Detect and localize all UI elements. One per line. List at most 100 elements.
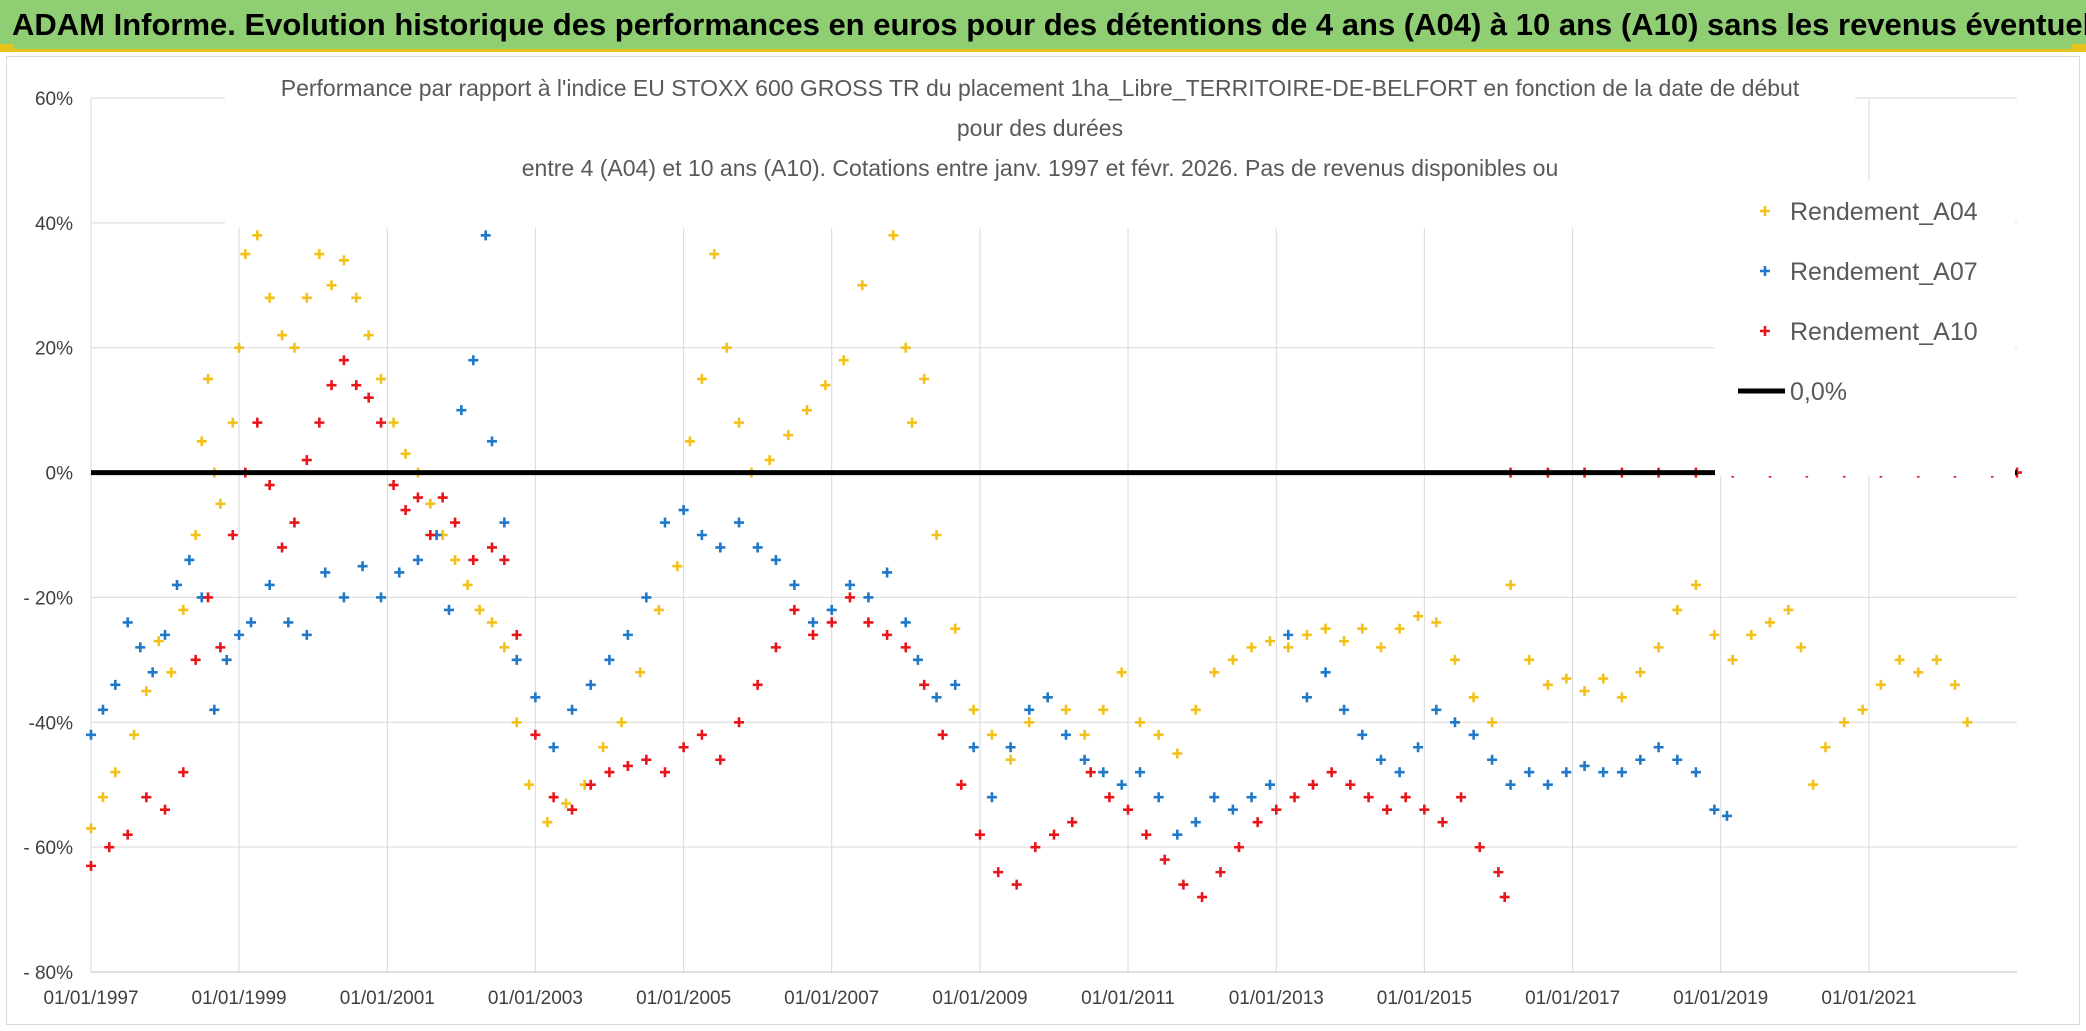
data-point xyxy=(264,480,275,491)
data-point xyxy=(1616,692,1627,703)
data-point xyxy=(1265,636,1276,647)
data-point xyxy=(1616,767,1627,778)
data-point xyxy=(1635,754,1646,765)
data-point xyxy=(86,729,96,740)
legend-layer: Rendement_A04 Rendement_A07 Rendement_A10 0… xyxy=(1715,181,2015,476)
y-tick-label: 60% xyxy=(35,89,73,110)
data-point xyxy=(141,686,152,697)
data-point xyxy=(678,742,689,753)
data-point xyxy=(1653,742,1664,753)
data-point xyxy=(684,436,695,447)
data-point xyxy=(1468,729,1479,740)
data-point xyxy=(1382,804,1393,815)
data-point xyxy=(622,629,633,640)
data-point xyxy=(153,636,164,647)
data-point xyxy=(1060,704,1071,715)
data-point xyxy=(1283,642,1294,653)
legend-label: Rendement_A07 xyxy=(1790,258,1978,286)
data-point xyxy=(264,292,275,303)
data-point xyxy=(1339,704,1350,715)
data-point xyxy=(86,823,96,834)
data-point xyxy=(770,642,781,653)
data-point xyxy=(993,867,1004,878)
report-title: ADAM Informe. Evolution historique des p… xyxy=(12,6,2086,42)
data-point xyxy=(1246,792,1257,803)
data-point xyxy=(1524,654,1535,665)
data-point xyxy=(659,517,670,528)
data-point xyxy=(357,561,368,572)
data-point xyxy=(1690,767,1701,778)
data-point xyxy=(1913,667,1924,678)
data-point xyxy=(604,654,615,665)
data-point xyxy=(734,517,745,528)
data-point xyxy=(1030,842,1041,853)
data-point xyxy=(1153,792,1164,803)
data-point xyxy=(1839,717,1850,728)
data-point xyxy=(1153,729,1164,740)
data-point xyxy=(1283,629,1294,640)
data-point xyxy=(1320,623,1331,634)
data-point xyxy=(1209,792,1220,803)
data-point xyxy=(1727,654,1738,665)
data-point xyxy=(1085,767,1096,778)
data-point xyxy=(1024,717,1035,728)
data-point xyxy=(1413,742,1424,753)
data-point xyxy=(240,249,251,260)
data-point xyxy=(808,629,819,640)
data-point xyxy=(678,505,689,516)
data-point xyxy=(277,330,288,341)
data-point xyxy=(1721,810,1732,821)
data-point xyxy=(696,530,707,540)
data-point xyxy=(844,592,855,603)
data-point xyxy=(1339,636,1350,647)
data-point xyxy=(900,617,911,628)
data-point xyxy=(1135,767,1145,778)
data-point xyxy=(1598,767,1609,778)
data-point xyxy=(178,604,189,615)
data-point xyxy=(135,642,146,653)
data-point xyxy=(234,629,245,640)
data-point xyxy=(1049,829,1059,840)
data-point xyxy=(900,342,911,353)
data-point xyxy=(277,542,288,553)
performance-chart: 60% 40% 20% 0% - 20% -40% - 60% - 80% 01/01/1997… xyxy=(23,75,2022,1009)
data-point xyxy=(1042,692,1053,703)
data-point xyxy=(882,629,893,640)
data-point xyxy=(147,667,158,678)
x-tick-label: 01/01/2003 xyxy=(488,988,583,1009)
data-point xyxy=(1431,617,1442,628)
data-point xyxy=(616,717,627,728)
data-point xyxy=(301,455,312,466)
legend-label: Rendement_A10 xyxy=(1790,318,1978,346)
legend-marker xyxy=(1760,266,1770,276)
data-point xyxy=(1308,779,1318,790)
y-tick-label: - 60% xyxy=(23,838,73,859)
data-point xyxy=(882,567,893,578)
data-point xyxy=(1931,654,1942,665)
data-point xyxy=(789,604,800,615)
data-point xyxy=(1375,642,1386,653)
data-point xyxy=(351,380,362,391)
data-point xyxy=(1764,617,1775,628)
data-point xyxy=(968,742,979,753)
data-point xyxy=(388,480,399,491)
banner-corner-right xyxy=(2072,44,2086,52)
x-tick-label: 01/01/2005 xyxy=(636,988,731,1009)
data-point xyxy=(122,617,133,628)
data-point xyxy=(486,436,497,447)
data-point xyxy=(844,579,855,590)
data-point xyxy=(696,729,707,740)
y-tick-label: 20% xyxy=(35,339,73,360)
data-point xyxy=(215,642,226,653)
data-point xyxy=(1579,760,1590,771)
data-point xyxy=(1449,717,1460,728)
y-tick-label: 40% xyxy=(35,214,73,235)
data-point xyxy=(1542,679,1553,690)
data-point xyxy=(1246,642,1257,653)
data-point xyxy=(141,792,152,803)
data-point xyxy=(919,679,930,690)
chart-title-line: Performance par rapport à l'indice EU ST… xyxy=(281,75,1800,101)
data-point xyxy=(128,729,139,740)
data-point xyxy=(196,436,207,447)
data-point xyxy=(1005,742,1016,753)
